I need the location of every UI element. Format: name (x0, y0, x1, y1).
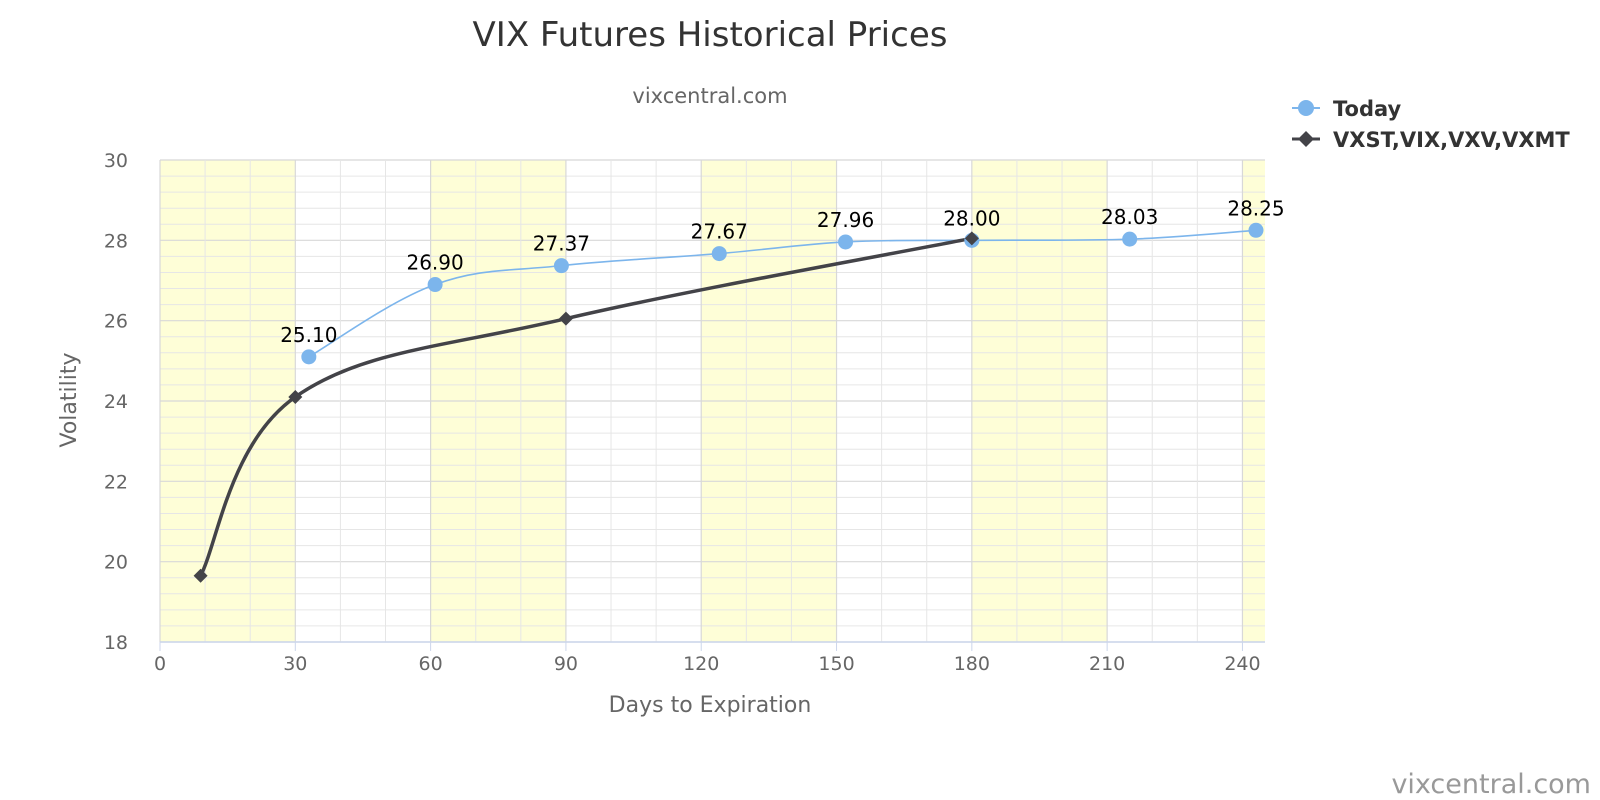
point-today[interactable] (1122, 231, 1138, 247)
data-labels: 25.10 26.90 27.37 27.67 27.96 28.00 28.03 28.25 (280, 196, 1284, 347)
x-axis-title: Days to Expiration (609, 693, 812, 718)
legend[interactable]: Today VXST,VIX,VXV,VXMT (1292, 97, 1570, 152)
x-tick-label: 60 (419, 653, 443, 675)
point-today[interactable] (711, 246, 727, 262)
x-tick-label: 150 (818, 653, 854, 675)
credit-link[interactable]: vixcentral.com (1391, 769, 1591, 800)
series-line-today (308, 229, 1257, 358)
legend-label-vix-indices: VXST,VIX,VXV,VXMT (1333, 128, 1570, 152)
point-today[interactable] (427, 277, 443, 293)
series-layer (193, 222, 1264, 583)
data-label-today: 28.25 (1227, 196, 1284, 220)
x-tick-label: 120 (683, 653, 719, 675)
x-tick-label: 180 (954, 653, 990, 675)
point-vix-indices[interactable] (964, 231, 979, 246)
x-tick-label: 240 (1224, 653, 1260, 675)
point-today[interactable] (553, 258, 569, 274)
legend-marker-today (1298, 100, 1314, 116)
point-today[interactable] (838, 234, 854, 250)
chart-title: VIX Futures Historical Prices (473, 15, 948, 55)
chart-subtitle: vixcentral.com (632, 84, 787, 108)
x-tick-label: 0 (154, 653, 166, 675)
point-today[interactable] (1248, 222, 1264, 238)
data-label-today: 27.67 (691, 220, 748, 244)
x-tick-label: 30 (283, 653, 307, 675)
y-tick-label: 28 (104, 230, 128, 252)
data-label-today: 27.96 (817, 208, 874, 232)
y-tick-label: 26 (104, 311, 128, 333)
y-tick-label: 18 (104, 632, 128, 654)
point-vix-indices[interactable] (193, 568, 208, 583)
x-tick-label: 90 (554, 653, 578, 675)
y-tick-label: 22 (104, 471, 128, 493)
axes: 0 30 60 90 120 150 180 210 240 18 20 22 24 26 28 30 (104, 150, 1265, 675)
y-tick-label: 24 (104, 391, 128, 413)
point-vix-indices[interactable] (288, 389, 303, 404)
point-vix-indices[interactable] (558, 311, 573, 326)
legend-label-today: Today (1333, 97, 1402, 121)
y-axis-title: Volatility (57, 352, 82, 447)
data-label-today: 28.03 (1101, 205, 1158, 229)
legend-item-today[interactable]: Today (1292, 97, 1402, 121)
x-tick-label: 210 (1089, 653, 1125, 675)
y-tick-label: 20 (104, 552, 128, 574)
series-line-vix-indices (199, 236, 973, 577)
point-today[interactable] (301, 349, 317, 365)
y-tick-label: 30 (104, 150, 128, 172)
legend-item-vix-indices[interactable]: VXST,VIX,VXV,VXMT (1292, 128, 1570, 152)
data-label-today: 25.10 (280, 323, 337, 347)
data-label-today: 27.37 (533, 232, 590, 256)
data-label-today: 26.90 (406, 251, 463, 275)
legend-marker-vix-indices (1298, 131, 1314, 147)
data-label-today: 28.00 (943, 206, 1000, 230)
